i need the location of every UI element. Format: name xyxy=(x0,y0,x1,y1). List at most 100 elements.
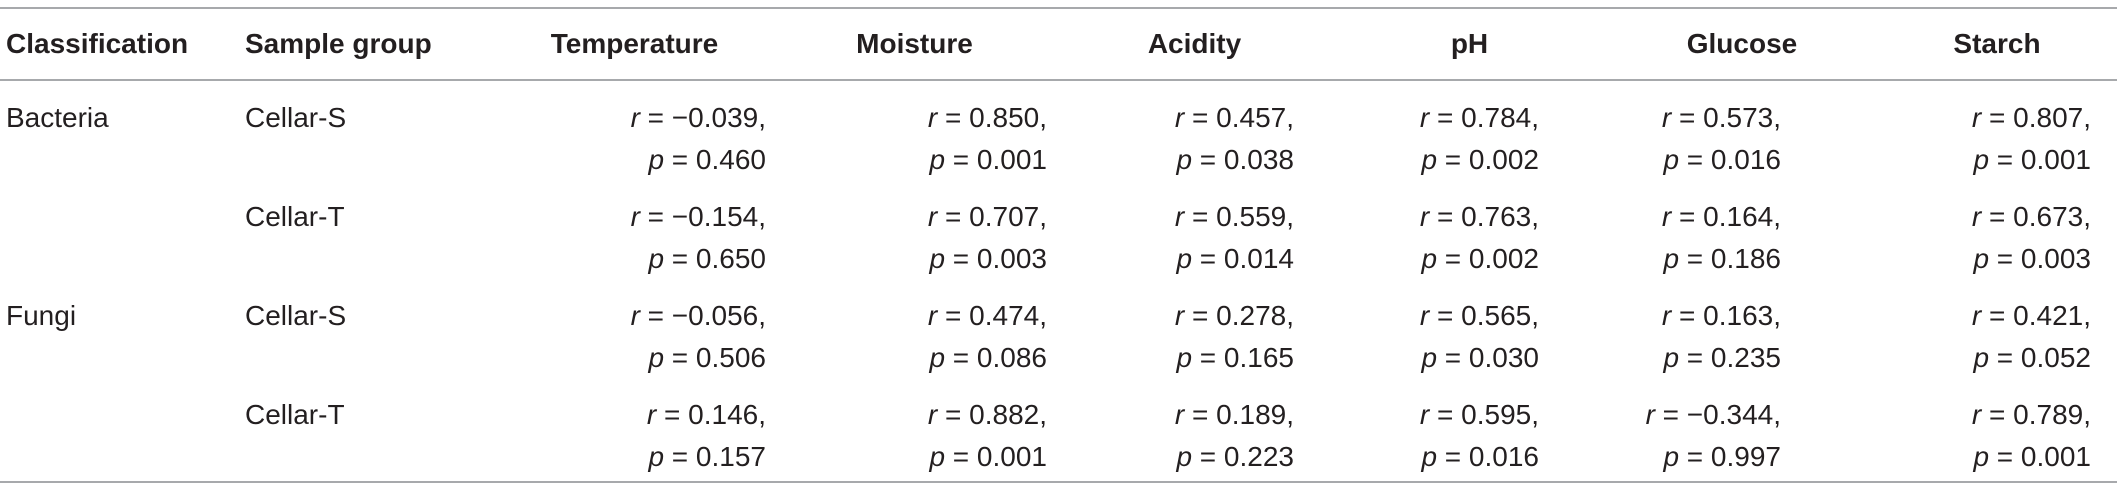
cell-ph: r = 0.565, p = 0.030 xyxy=(1332,283,1607,382)
correlation-r-value: r = 0.763, xyxy=(1419,201,1539,232)
stat-symbol: r xyxy=(1661,300,1672,331)
stat-symbol: r xyxy=(1419,300,1430,331)
correlation-r-value: r = 0.673, xyxy=(1971,201,2091,232)
stat-symbol: r xyxy=(927,300,938,331)
stat-symbol: p xyxy=(1421,243,1438,274)
header-classification: Classification xyxy=(6,28,189,59)
cell-moisture: r = 0.882, p = 0.001 xyxy=(772,382,1057,482)
correlation-r-value: r = −0.154, xyxy=(630,201,766,232)
stat-pair: r = 0.595, p = 0.016 xyxy=(1420,394,1539,478)
cell-ph: r = 0.595, p = 0.016 xyxy=(1332,382,1607,482)
stat-symbol: p xyxy=(648,243,665,274)
stat-symbol: p xyxy=(1176,441,1193,472)
stat-pair: r = 0.565, p = 0.030 xyxy=(1420,295,1539,379)
correlation-r-value: r = 0.474, xyxy=(927,300,1047,331)
cell-ph: r = 0.763, p = 0.002 xyxy=(1332,184,1607,283)
stat-symbol: r xyxy=(1661,201,1672,232)
stat-pair: r = 0.789, p = 0.001 xyxy=(1972,394,2091,478)
correlation-r-value: r = 0.789, xyxy=(1971,399,2091,430)
correlation-r-value: r = 0.278, xyxy=(1174,300,1294,331)
cell-classification: Bacteria xyxy=(6,102,109,133)
header-acidity: Acidity xyxy=(1147,28,1242,59)
correlation-r-value: r = 0.807, xyxy=(1971,102,2091,133)
header-moisture: Moisture xyxy=(856,28,973,59)
stat-symbol: p xyxy=(1973,441,1990,472)
stat-symbol: r xyxy=(1174,300,1185,331)
stat-pair: r = 0.189, p = 0.223 xyxy=(1175,394,1294,478)
cell-starch: r = 0.789, p = 0.001 xyxy=(1877,382,2117,482)
p-value: p = 0.002 xyxy=(1421,243,1539,274)
correlation-table: Classification Sample group Temperature … xyxy=(0,7,2117,483)
correlation-r-value: r = 0.565, xyxy=(1419,300,1539,331)
correlation-r-value: r = 0.850, xyxy=(927,102,1047,133)
correlation-r-value: r = −0.344, xyxy=(1645,399,1781,430)
stat-symbol: r xyxy=(1419,102,1430,133)
cell-sample-group: Cellar-T xyxy=(245,201,345,232)
cell-sample-group: Cellar-S xyxy=(245,102,347,133)
stat-symbol: p xyxy=(929,144,946,175)
correlation-r-value: r = 0.457, xyxy=(1174,102,1294,133)
stat-pair: r = 0.807, p = 0.001 xyxy=(1972,97,2091,181)
stat-pair: r = 0.850, p = 0.001 xyxy=(928,97,1047,181)
cell-acidity: r = 0.559, p = 0.014 xyxy=(1057,184,1332,283)
stat-symbol: p xyxy=(1421,342,1438,373)
stat-symbol: r xyxy=(1645,399,1655,430)
p-value: p = 0.235 xyxy=(1663,342,1781,373)
p-value: p = 0.186 xyxy=(1663,243,1781,274)
stat-symbol: p xyxy=(1973,243,1990,274)
cell-acidity: r = 0.457, p = 0.038 xyxy=(1057,80,1332,184)
cell-temperature: r = −0.056, p = 0.506 xyxy=(497,283,772,382)
stat-symbol: p xyxy=(929,441,946,472)
stat-symbol: p xyxy=(648,441,665,472)
stat-symbol: r xyxy=(927,201,938,232)
cell-starch: r = 0.807, p = 0.001 xyxy=(1877,80,2117,184)
stat-symbol: p xyxy=(1421,441,1438,472)
stat-symbol: p xyxy=(1176,342,1193,373)
correlation-r-value: r = −0.039, xyxy=(630,102,766,133)
p-value: p = 0.506 xyxy=(648,342,766,373)
cell-acidity: r = 0.278, p = 0.165 xyxy=(1057,283,1332,382)
table-row: Cellar-T r = −0.154, p = 0.650 r = 0.707, p … xyxy=(0,184,2117,283)
stat-pair: r = −0.154, p = 0.650 xyxy=(631,196,766,280)
header-sample-group: Sample group xyxy=(245,28,432,59)
stat-symbol: r xyxy=(1661,102,1672,133)
p-value: p = 0.001 xyxy=(1973,144,2091,175)
stat-symbol: r xyxy=(1174,201,1185,232)
stat-symbol: p xyxy=(1663,144,1680,175)
table-row: Fungi Cellar-S r = −0.056, p = 0.506 r = 0.4… xyxy=(0,283,2117,382)
header-glucose: Glucose xyxy=(1686,28,1798,59)
cell-temperature: r = 0.146, p = 0.157 xyxy=(497,382,772,482)
cell-moisture: r = 0.474, p = 0.086 xyxy=(772,283,1057,382)
correlation-r-value: r = 0.784, xyxy=(1419,102,1539,133)
p-value: p = 0.002 xyxy=(1421,144,1539,175)
stat-symbol: r xyxy=(1174,102,1185,133)
p-value: p = 0.038 xyxy=(1176,144,1294,175)
p-value: p = 0.052 xyxy=(1973,342,2091,373)
p-value: p = 0.001 xyxy=(929,441,1047,472)
correlation-table-container: Classification Sample group Temperature … xyxy=(0,8,2117,482)
p-value: p = 0.030 xyxy=(1421,342,1539,373)
p-value: p = 0.165 xyxy=(1176,342,1294,373)
stat-symbol: r xyxy=(927,399,938,430)
header-temperature: Temperature xyxy=(550,28,719,59)
stat-symbol: p xyxy=(1663,243,1680,274)
cell-temperature: r = −0.154, p = 0.650 xyxy=(497,184,772,283)
stat-symbol: r xyxy=(630,102,640,133)
stat-symbol: r xyxy=(927,102,938,133)
cell-moisture: r = 0.850, p = 0.001 xyxy=(772,80,1057,184)
stat-symbol: r xyxy=(630,201,640,232)
stat-pair: r = −0.344, p = 0.997 xyxy=(1646,394,1781,478)
cell-moisture: r = 0.707, p = 0.003 xyxy=(772,184,1057,283)
stat-pair: r = 0.146, p = 0.157 xyxy=(647,394,766,478)
stat-symbol: p xyxy=(648,342,665,373)
correlation-r-value: r = 0.189, xyxy=(1174,399,1294,430)
cell-glucose: r = −0.344, p = 0.997 xyxy=(1607,382,1877,482)
stat-symbol: p xyxy=(1663,342,1680,373)
p-value: p = 0.001 xyxy=(929,144,1047,175)
correlation-r-value: r = −0.056, xyxy=(630,300,766,331)
p-value: p = 0.003 xyxy=(1973,243,2091,274)
cell-ph: r = 0.784, p = 0.002 xyxy=(1332,80,1607,184)
stat-symbol: r xyxy=(1419,399,1430,430)
stat-pair: r = 0.164, p = 0.186 xyxy=(1662,196,1781,280)
p-value: p = 0.086 xyxy=(929,342,1047,373)
